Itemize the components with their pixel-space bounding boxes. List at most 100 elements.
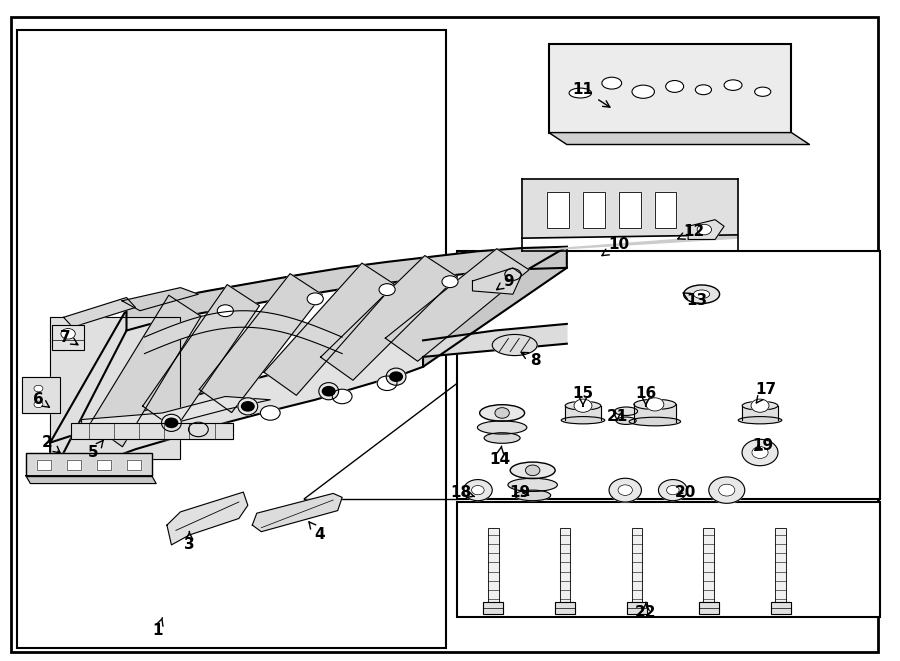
Circle shape bbox=[709, 477, 744, 503]
Circle shape bbox=[379, 284, 395, 295]
Polygon shape bbox=[264, 263, 394, 395]
Text: 1: 1 bbox=[153, 617, 163, 638]
Bar bbox=[26, 453, 152, 476]
Polygon shape bbox=[472, 268, 522, 294]
Bar bbox=[619, 192, 641, 228]
Polygon shape bbox=[522, 235, 738, 251]
Polygon shape bbox=[199, 274, 322, 412]
Ellipse shape bbox=[615, 407, 637, 416]
Circle shape bbox=[260, 406, 280, 420]
Polygon shape bbox=[26, 476, 157, 484]
Bar bbox=[37, 460, 51, 471]
Bar bbox=[632, 528, 643, 602]
Bar bbox=[22, 377, 60, 413]
Bar bbox=[775, 528, 786, 602]
Bar bbox=[699, 602, 719, 614]
Bar bbox=[627, 602, 647, 614]
Polygon shape bbox=[688, 219, 724, 239]
Circle shape bbox=[495, 408, 509, 418]
Ellipse shape bbox=[319, 383, 338, 400]
Bar bbox=[547, 192, 569, 228]
Text: 10: 10 bbox=[602, 237, 629, 256]
Ellipse shape bbox=[754, 87, 770, 97]
Bar bbox=[67, 460, 81, 471]
Bar bbox=[632, 528, 643, 602]
Circle shape bbox=[61, 329, 76, 339]
Bar bbox=[52, 325, 85, 350]
Circle shape bbox=[241, 402, 254, 411]
Circle shape bbox=[377, 376, 397, 391]
Bar bbox=[547, 192, 569, 228]
Bar bbox=[127, 460, 141, 471]
Circle shape bbox=[34, 401, 43, 408]
Ellipse shape bbox=[602, 77, 622, 89]
Ellipse shape bbox=[724, 80, 742, 91]
Bar bbox=[22, 377, 60, 413]
Circle shape bbox=[188, 422, 208, 437]
Circle shape bbox=[719, 485, 735, 496]
Bar bbox=[704, 528, 715, 602]
Text: 22: 22 bbox=[635, 603, 657, 620]
Polygon shape bbox=[522, 178, 738, 238]
Polygon shape bbox=[423, 247, 567, 367]
Bar bbox=[96, 460, 111, 471]
Circle shape bbox=[526, 465, 540, 476]
Circle shape bbox=[505, 268, 521, 280]
Circle shape bbox=[659, 480, 688, 500]
Bar bbox=[565, 406, 601, 420]
Ellipse shape bbox=[510, 462, 555, 479]
Ellipse shape bbox=[738, 416, 782, 424]
Bar bbox=[699, 602, 719, 614]
Text: 7: 7 bbox=[60, 330, 78, 345]
Polygon shape bbox=[423, 324, 567, 357]
Polygon shape bbox=[50, 309, 127, 479]
Polygon shape bbox=[166, 492, 248, 545]
Text: 21: 21 bbox=[607, 408, 628, 424]
Bar bbox=[483, 602, 503, 614]
Ellipse shape bbox=[477, 421, 526, 434]
Polygon shape bbox=[50, 330, 423, 479]
Polygon shape bbox=[82, 397, 270, 433]
Circle shape bbox=[574, 399, 592, 412]
Bar bbox=[17, 30, 446, 648]
Polygon shape bbox=[127, 247, 567, 330]
Bar bbox=[742, 406, 778, 420]
Polygon shape bbox=[252, 493, 342, 531]
Polygon shape bbox=[320, 256, 457, 380]
Text: 20: 20 bbox=[675, 485, 696, 500]
Bar bbox=[488, 528, 499, 602]
Bar bbox=[619, 192, 641, 228]
Bar bbox=[67, 460, 81, 471]
Ellipse shape bbox=[569, 88, 591, 98]
Bar bbox=[457, 502, 879, 617]
Circle shape bbox=[217, 305, 233, 317]
Text: 3: 3 bbox=[184, 531, 194, 553]
Bar bbox=[583, 192, 605, 228]
Circle shape bbox=[464, 480, 492, 500]
Ellipse shape bbox=[508, 479, 557, 491]
Text: 14: 14 bbox=[489, 446, 510, 467]
Circle shape bbox=[390, 372, 402, 381]
Circle shape bbox=[618, 485, 633, 495]
Bar bbox=[555, 602, 575, 614]
Bar bbox=[71, 423, 232, 440]
Polygon shape bbox=[90, 295, 201, 447]
Text: 2: 2 bbox=[42, 435, 60, 453]
Circle shape bbox=[442, 276, 458, 288]
Ellipse shape bbox=[632, 85, 654, 98]
Bar bbox=[457, 251, 879, 498]
Ellipse shape bbox=[684, 285, 720, 303]
Ellipse shape bbox=[696, 85, 712, 95]
Ellipse shape bbox=[616, 417, 636, 424]
Bar bbox=[770, 602, 790, 614]
Bar bbox=[770, 602, 790, 614]
Polygon shape bbox=[64, 297, 136, 327]
Text: 12: 12 bbox=[678, 224, 705, 239]
Circle shape bbox=[646, 398, 664, 411]
Polygon shape bbox=[122, 288, 198, 311]
Circle shape bbox=[752, 447, 768, 459]
Circle shape bbox=[698, 224, 712, 235]
Circle shape bbox=[609, 479, 642, 502]
Bar bbox=[488, 528, 499, 602]
Circle shape bbox=[165, 418, 177, 428]
